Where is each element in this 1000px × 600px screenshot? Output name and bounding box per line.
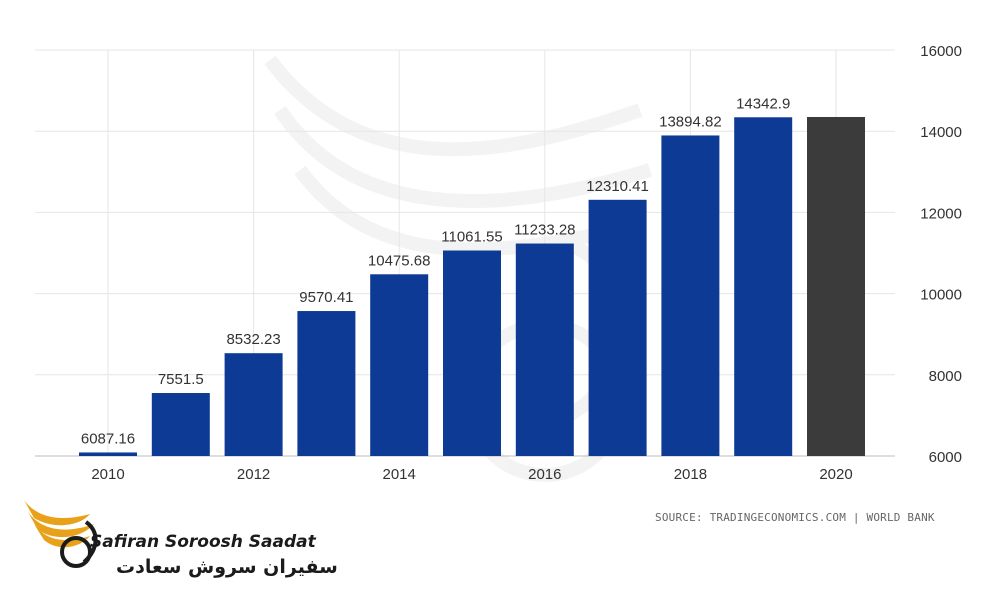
data-label: 6087.16 [81,430,135,447]
y-tick-label: 12000 [920,205,962,222]
x-axis: 2010 2012 2014 2016 2018 2020 [91,466,852,483]
data-labels: 6087.16 7551.5 8532.23 9570.41 10475.68 11061… [81,95,790,447]
y-axis: 6000 8000 10000 12000 14000 16000 [920,43,962,466]
x-tick-label: 2012 [237,466,270,483]
x-tick-label: 2016 [528,466,561,483]
bar-series [79,116,865,457]
y-tick-label: 10000 [920,287,962,304]
data-label: 7551.5 [158,371,204,388]
data-label: 10475.68 [368,252,431,269]
y-tick-label: 6000 [929,449,962,466]
x-tick-label: 2018 [674,466,707,483]
bar-2010 [79,452,137,456]
bar-2014 [370,274,429,456]
data-label: 14342.9 [736,95,790,112]
data-label: 11061.55 [441,229,502,246]
bar-2019 [734,117,793,456]
y-tick-label: 8000 [929,368,962,385]
data-label: 12310.41 [586,178,649,195]
bar-2016 [515,243,574,456]
bar-2015 [443,250,501,456]
bar-2018 [661,135,720,456]
company-logo: Safiran Soroosh Saadat سفیران سروش سعادت [20,492,338,592]
bar-2012 [224,353,283,456]
logo-name-fa: سفیران سروش سعادت [116,556,338,578]
bar-2017 [588,199,647,456]
data-label: 9570.41 [299,289,353,306]
x-tick-label: 2020 [819,466,852,483]
data-label: 13894.82 [659,113,722,130]
x-tick-label: 2014 [383,466,416,483]
bar-2020 [807,116,865,457]
y-tick-label: 16000 [920,43,962,60]
logo-name: Safiran Soroosh Saadat [90,532,316,552]
x-tick-label: 2010 [91,466,124,483]
logo-wing-icon [24,500,98,568]
y-tick-label: 14000 [920,124,962,141]
bar-2013 [297,311,356,456]
source-note: SOURCE: TRADINGECONOMICS.COM | WORLD BAN… [655,511,935,524]
data-label: 11233.28 [514,222,575,239]
bar-2011 [151,393,210,456]
data-label: 8532.23 [226,331,280,348]
